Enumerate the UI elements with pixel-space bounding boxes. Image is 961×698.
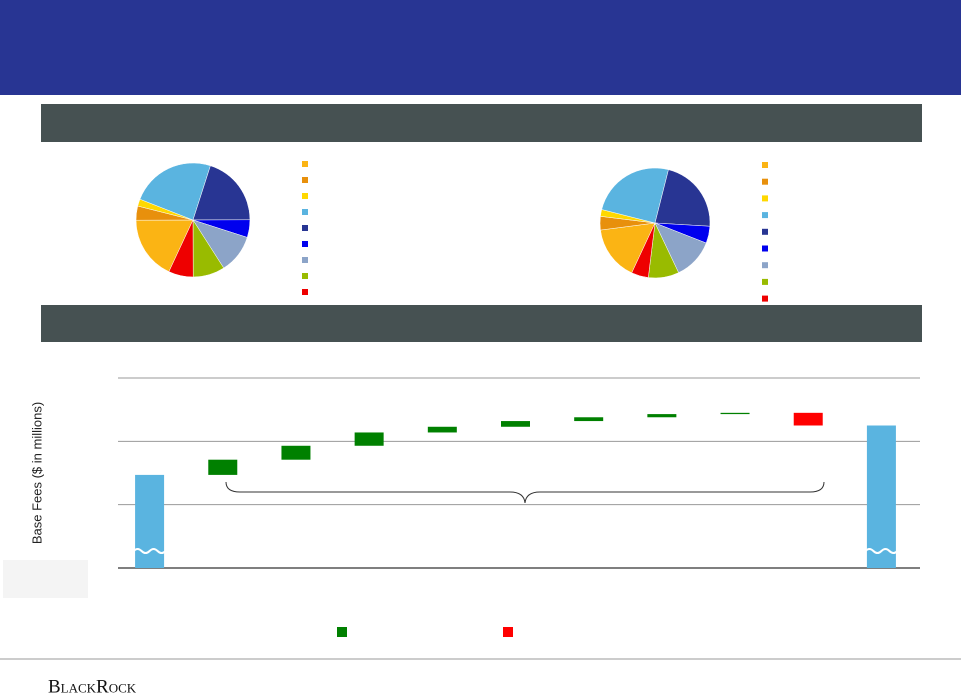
legend-swatch	[762, 228, 768, 235]
section-band	[41, 104, 922, 142]
bar	[427, 426, 457, 433]
bar	[135, 474, 165, 568]
pie-slice	[654, 169, 711, 227]
bar	[574, 417, 604, 422]
axis-break	[864, 548, 899, 554]
legend-swatch	[302, 177, 308, 183]
y-axis-label: Base Fees ($ in millions)	[29, 402, 44, 544]
pie-slice	[168, 219, 194, 278]
section-band	[41, 305, 922, 342]
legend-swatch	[302, 273, 308, 279]
legend-swatch	[762, 195, 768, 202]
legend-swatch	[302, 193, 308, 199]
legend-swatch	[762, 162, 768, 168]
pie-slice	[192, 165, 251, 221]
bar	[501, 421, 530, 427]
header-band	[0, 0, 961, 95]
legend-swatch	[302, 161, 308, 167]
bar	[208, 459, 238, 475]
pie-slice	[600, 222, 656, 274]
brace	[225, 481, 825, 504]
bar	[720, 412, 750, 415]
bar	[793, 412, 823, 426]
legend-swatch	[762, 262, 768, 269]
legend-swatch	[762, 212, 768, 219]
logo: BlackRock	[48, 676, 137, 697]
note-box	[3, 560, 88, 598]
legend-swatch	[762, 245, 768, 252]
pie-slice	[139, 162, 211, 221]
pie-slice	[631, 222, 656, 278]
legend-swatch	[762, 178, 768, 185]
axis-break	[132, 548, 167, 554]
legend-swatch	[302, 289, 308, 295]
legend-swatch	[503, 627, 513, 637]
legend-swatch	[302, 241, 308, 247]
legend-swatch	[302, 257, 308, 263]
bar	[354, 432, 384, 446]
legend-swatch	[302, 209, 308, 215]
legend-swatch	[337, 627, 347, 637]
bar	[866, 425, 896, 568]
pie-slice	[601, 167, 669, 224]
legend-swatch	[762, 295, 768, 302]
pie-slice	[135, 219, 194, 272]
legend-swatch	[762, 278, 768, 285]
bar	[281, 445, 311, 460]
bar	[647, 414, 677, 418]
legend-swatch	[302, 225, 308, 231]
